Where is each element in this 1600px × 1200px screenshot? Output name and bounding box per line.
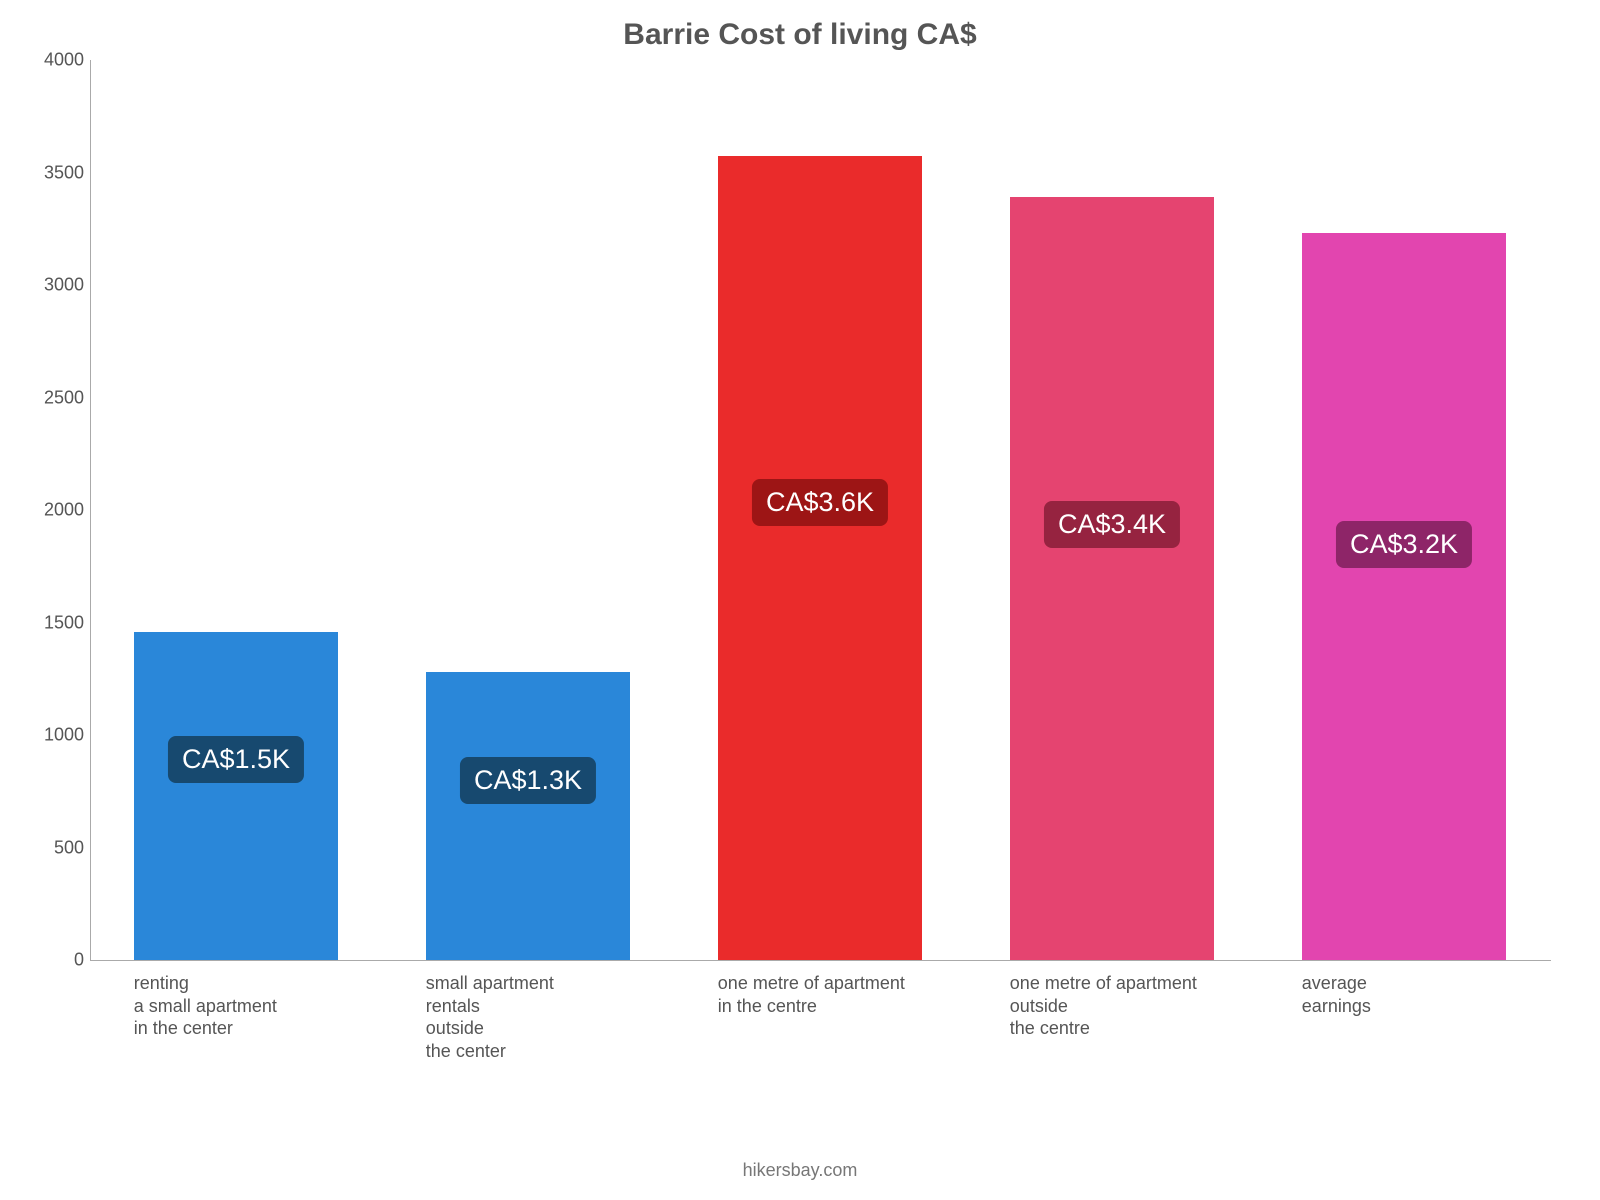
bar — [718, 156, 922, 960]
chart-title: Barrie Cost of living CA$ — [0, 18, 1600, 52]
x-tick-label: small apartment rentals outside the cent… — [426, 972, 554, 1062]
bar — [1010, 197, 1214, 960]
bar — [426, 672, 630, 960]
y-tick-label: 1000 — [0, 725, 84, 746]
y-tick-label: 2500 — [0, 387, 84, 408]
y-tick-label: 3500 — [0, 162, 84, 183]
y-tick-label: 500 — [0, 837, 84, 858]
y-tick-label: 0 — [0, 950, 84, 971]
y-tick-label: 3000 — [0, 275, 84, 296]
y-tick-label: 4000 — [0, 50, 84, 71]
x-tick-label: average earnings — [1302, 972, 1371, 1017]
bar-value-label: CA$3.4K — [1044, 501, 1180, 548]
source-credit: hikersbay.com — [0, 1160, 1600, 1181]
bar — [1302, 233, 1506, 960]
bar-value-label: CA$3.6K — [752, 479, 888, 526]
cost-of-living-chart: Barrie Cost of living CA$ hikersbay.com … — [0, 0, 1600, 1200]
bar-value-label: CA$1.3K — [460, 757, 596, 804]
x-tick-label: one metre of apartment in the centre — [718, 972, 905, 1017]
bar-value-label: CA$1.5K — [168, 736, 304, 783]
y-tick-label: 2000 — [0, 500, 84, 521]
y-tick-label: 1500 — [0, 612, 84, 633]
x-tick-label: renting a small apartment in the center — [134, 972, 277, 1040]
bar-value-label: CA$3.2K — [1336, 521, 1472, 568]
x-tick-label: one metre of apartment outside the centr… — [1010, 972, 1197, 1040]
bar — [134, 632, 338, 961]
